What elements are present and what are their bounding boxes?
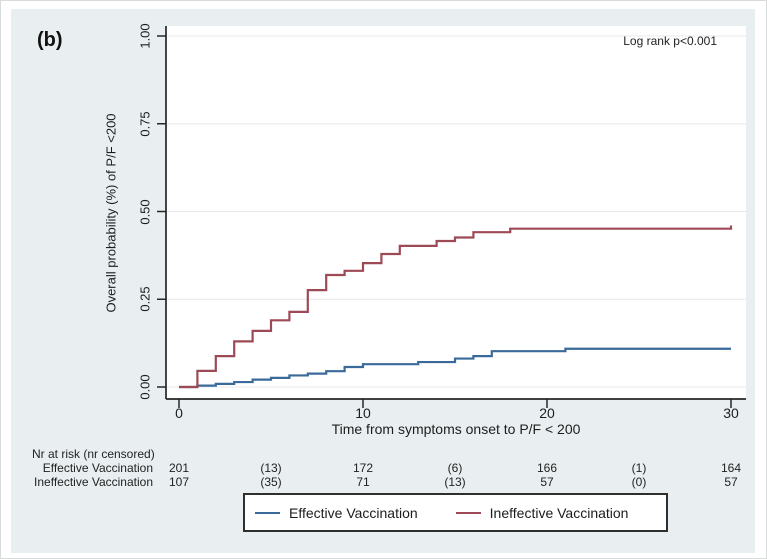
risk-cell-r0-c0: 201 bbox=[168, 461, 190, 475]
risk-cell-r0-c6: 164 bbox=[720, 461, 742, 475]
y-axis-title: Overall probability (%) of P/F <200 bbox=[103, 113, 119, 313]
risk-cell-r0-c3: (6) bbox=[447, 461, 463, 475]
risk-cell-r1-c2: 71 bbox=[356, 475, 370, 489]
x-tick-label-20: 20 bbox=[539, 405, 555, 421]
risk-cell-r0-c2: 172 bbox=[352, 461, 374, 475]
risk-row-label-1: Ineffective Vaccination bbox=[34, 475, 153, 489]
legend-label-ineffective: Ineffective Vaccination bbox=[489, 504, 629, 521]
y-tick-label-0.25: 0.25 bbox=[137, 286, 153, 312]
legend-line-swatch-ineffective bbox=[455, 511, 481, 514]
plot-region bbox=[166, 26, 746, 399]
y-tick-label-0.50: 0.50 bbox=[137, 198, 153, 225]
y-tick-label-0.75: 0.75 bbox=[137, 111, 153, 137]
x-tick-label-0: 0 bbox=[175, 405, 183, 421]
x-tick-label-30: 30 bbox=[723, 405, 739, 421]
risk-cell-r0-c1: (13) bbox=[260, 461, 282, 475]
panel-letter-label: (b) bbox=[37, 29, 63, 51]
legend-label-effective: Effective Vaccination bbox=[289, 504, 418, 521]
legend-line-swatch-effective bbox=[255, 511, 280, 514]
risk-cell-r1-c1: (35) bbox=[260, 475, 282, 489]
risk-cell-r1-c0: 107 bbox=[168, 475, 190, 489]
risk-cell-r1-c4: 57 bbox=[540, 475, 554, 489]
risk-cell-r1-c3: (13) bbox=[444, 475, 466, 489]
x-tick-label-10: 10 bbox=[355, 405, 371, 421]
legend-entry-ineffective: Ineffective Vaccination bbox=[455, 504, 629, 521]
series-line-effective bbox=[179, 347, 731, 389]
y-tick-label-0.00: 0.00 bbox=[137, 374, 153, 400]
risk-cell-r1-c5: (0) bbox=[631, 475, 647, 489]
risk-cell-r0-c4: 166 bbox=[536, 461, 558, 475]
risk-row-label-0: Effective Vaccination bbox=[42, 461, 153, 475]
y-tick-label-1.00: 1.00 bbox=[137, 23, 153, 49]
series-line-ineffective bbox=[179, 225, 733, 389]
risk-cell-r1-c6: 57 bbox=[724, 475, 738, 489]
legend-box: Effective Vaccination Ineffective Vaccina… bbox=[243, 493, 668, 532]
log-rank-annotation: Log rank p<0.001 bbox=[623, 34, 717, 48]
legend-entry-effective: Effective Vaccination bbox=[255, 505, 418, 521]
risk-cell-r0-c5: (1) bbox=[631, 461, 647, 475]
risk-table-header: Nr at risk (nr censored) bbox=[32, 447, 155, 461]
x-axis-title: Time from symptoms onset to P/F < 200 bbox=[331, 421, 581, 437]
